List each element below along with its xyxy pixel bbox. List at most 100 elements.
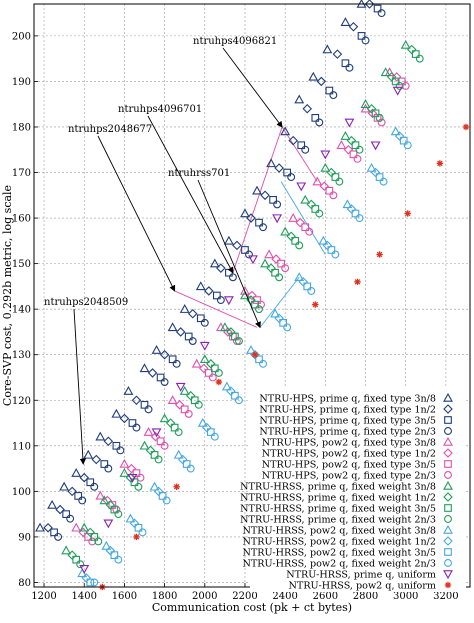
star-stroke	[445, 582, 451, 588]
data-point	[248, 255, 258, 265]
data-point	[150, 451, 159, 459]
data-point	[391, 77, 400, 86]
data-point	[83, 449, 94, 459]
annotation-label: ntruhps2048677	[68, 124, 152, 135]
data-point	[116, 446, 125, 455]
data-point	[318, 235, 329, 245]
data-point	[173, 483, 180, 490]
data-point	[86, 478, 95, 487]
legend-entry: NTRU-HPS, pow2 q, fixed type 3n/5	[262, 460, 436, 471]
data-point	[270, 308, 281, 318]
data-point	[296, 182, 307, 192]
annotation-arrow	[197, 179, 261, 329]
data-point	[275, 273, 284, 282]
legend-marker	[444, 581, 452, 589]
data-point	[35, 522, 45, 532]
data-point	[88, 537, 97, 546]
data-point	[360, 99, 371, 108]
data-point	[156, 373, 165, 382]
data-point	[303, 282, 312, 291]
data-point	[298, 277, 309, 287]
data-point	[114, 555, 123, 564]
y-tick-label: 140	[12, 305, 31, 316]
data-point	[252, 185, 262, 195]
data-point	[325, 86, 334, 95]
data-point	[206, 359, 216, 369]
legend-marker	[443, 392, 453, 402]
data-point	[386, 72, 397, 82]
star-stroke	[437, 160, 443, 167]
data-point	[462, 123, 470, 131]
data-point	[79, 565, 90, 574]
data-point	[272, 214, 283, 224]
x-tick-label: 1800	[152, 591, 177, 602]
legend-marker	[444, 504, 452, 512]
data-point	[101, 540, 112, 550]
data-point	[355, 214, 364, 223]
data-point	[251, 351, 259, 358]
data-point	[307, 286, 316, 295]
data-point	[204, 286, 214, 296]
data-point	[331, 173, 340, 181]
legend-entry: NTRU-HPS, prime q, fixed type 2n/3	[259, 427, 436, 438]
data-point	[260, 190, 270, 201]
data-point	[260, 258, 270, 268]
data-point	[364, 0, 375, 9]
data-point	[167, 322, 178, 332]
data-point	[295, 241, 304, 250]
connector-line	[281, 126, 318, 182]
data-point	[186, 464, 195, 473]
data-point	[212, 291, 221, 300]
data-point	[255, 305, 263, 314]
data-point	[214, 368, 223, 377]
connector-lines	[174, 126, 326, 328]
data-point	[403, 141, 412, 150]
legend-marker	[444, 471, 452, 479]
data-point	[177, 454, 188, 465]
series-3	[54, 9, 386, 541]
star-stroke	[216, 379, 222, 385]
data-point	[81, 573, 92, 583]
data-point	[139, 440, 150, 450]
data-point	[91, 454, 102, 465]
data-point	[294, 272, 305, 282]
data-point	[174, 400, 185, 410]
data-point	[301, 145, 310, 154]
data-point	[72, 555, 81, 564]
connector-line	[232, 126, 283, 273]
data-point	[346, 204, 357, 214]
legend-marker	[443, 492, 453, 502]
data-point	[199, 341, 210, 351]
legend-entry: NTRU-HRSS, prime q, fixed weight 3n/8	[240, 482, 436, 493]
data-point	[326, 167, 337, 178]
legend-background	[250, 388, 466, 592]
data-point	[119, 468, 130, 477]
data-point	[105, 545, 116, 556]
data-point	[219, 322, 230, 332]
data-point	[179, 386, 190, 395]
legend-entry: NTRU-HRSS, pow2 q, fixed weight 3n/8	[242, 526, 436, 537]
data-point	[240, 208, 250, 218]
data-point	[259, 223, 268, 232]
y-axis-label: Core-SVP cost, 0.292b metric, log scale	[1, 185, 14, 406]
x-tick-label: 1400	[72, 591, 97, 602]
data-point	[175, 327, 186, 337]
series-0	[35, 0, 367, 532]
data-point	[288, 212, 299, 222]
x-tick-label: 1200	[31, 591, 56, 602]
star-stroke	[463, 124, 469, 130]
data-point	[182, 460, 191, 468]
series-13	[81, 131, 405, 583]
data-point	[251, 300, 259, 309]
x-tick-label: 3200	[433, 591, 458, 602]
series-14	[86, 136, 408, 587]
series-12	[77, 126, 401, 578]
data-point	[271, 254, 281, 264]
legend-marker	[443, 404, 453, 414]
data-point	[349, 150, 358, 159]
x-axis-label: Communication cost (pk + ct bytes)	[152, 601, 352, 614]
x-tick-label: 2800	[353, 591, 378, 602]
data-point	[277, 259, 285, 268]
data-point	[357, 32, 366, 40]
